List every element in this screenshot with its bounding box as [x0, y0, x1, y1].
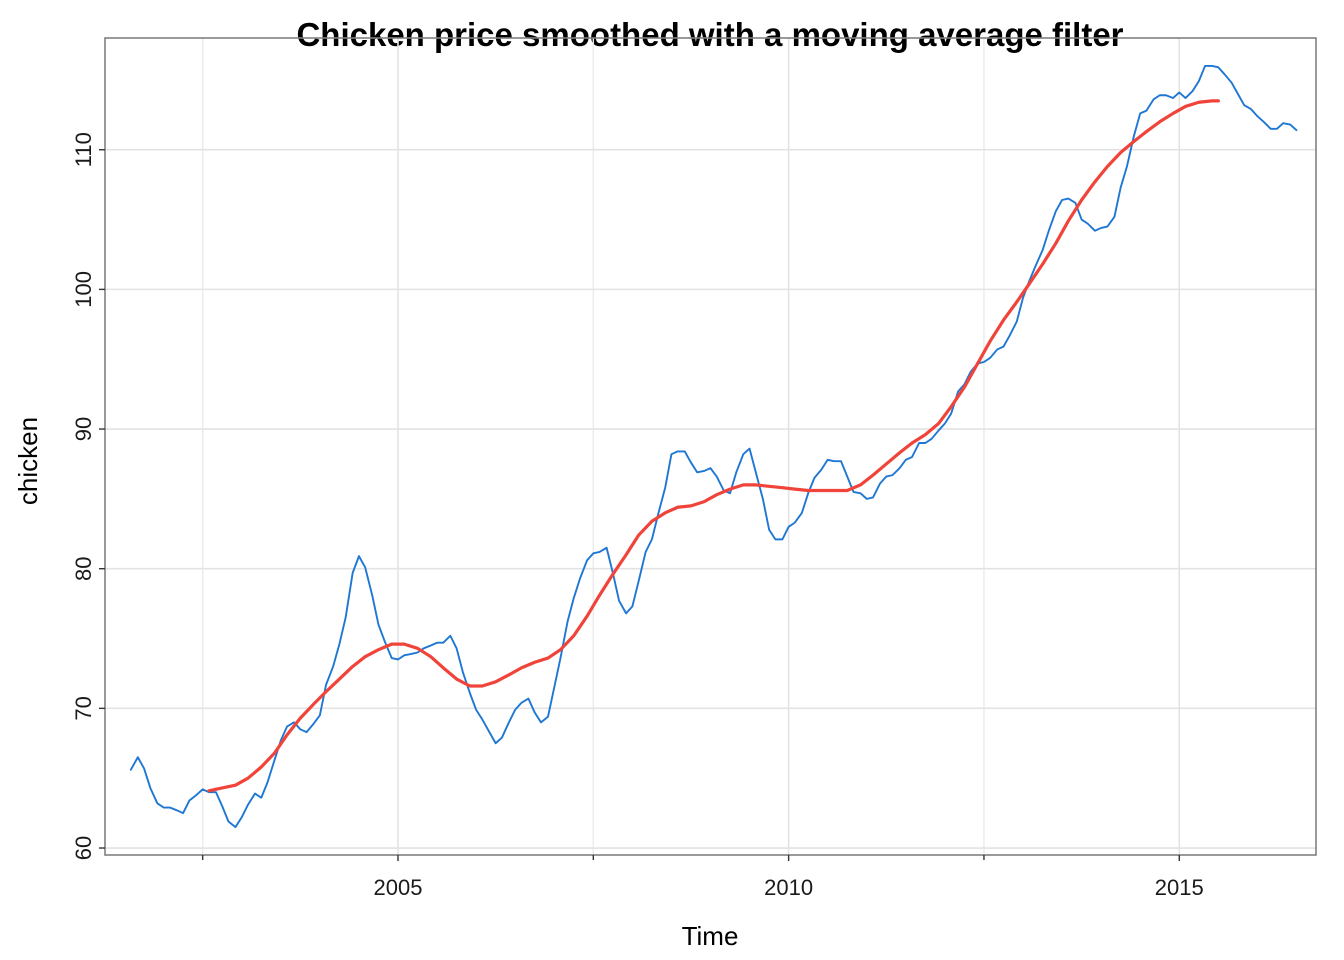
series-group [129, 64, 1298, 829]
x-axis-label: Time [682, 921, 739, 951]
y-axis: 60 70 80 90 100 110 [71, 132, 105, 860]
y-tick-label: 70 [71, 696, 96, 720]
x-axis: 2005 2010 2015 [201, 855, 1204, 900]
y-axis-label: chicken [13, 417, 43, 505]
x-tick-label: 2005 [374, 875, 423, 900]
y-tick-label: 80 [71, 556, 96, 580]
series-line-smoothed [207, 99, 1220, 793]
y-tick-label: 100 [71, 271, 96, 308]
x-tick-label: 2015 [1155, 875, 1204, 900]
y-tick-label: 110 [71, 132, 96, 167]
grid-lines [105, 38, 1316, 855]
series-line-raw [129, 64, 1298, 829]
plot-panel-border [104, 37, 1317, 856]
y-tick-label: 60 [71, 836, 96, 860]
x-tick-label: 2010 [764, 875, 813, 900]
y-tick-label: 90 [71, 417, 96, 441]
chart-title: Chicken price smoothed with a moving ave… [296, 16, 1123, 53]
